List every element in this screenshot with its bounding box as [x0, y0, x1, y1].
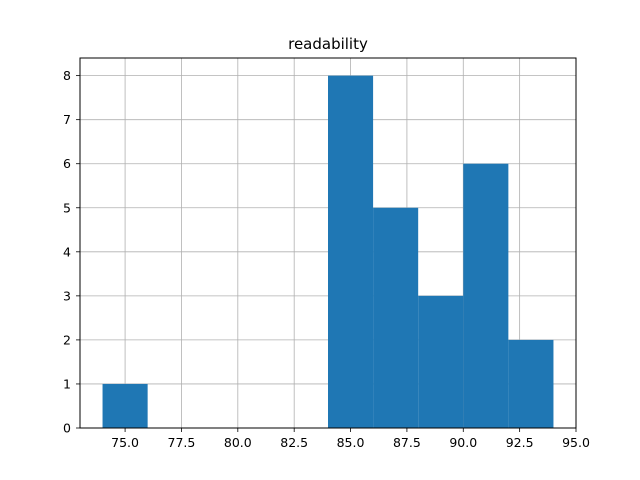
- x-tick-label: 85.0: [337, 435, 365, 450]
- x-tick-label: 77.5: [168, 435, 196, 450]
- x-axis: 75.0 77.5 80.0 82.5 85.0 87.5 90.0 92.5 95.0: [111, 428, 590, 450]
- y-tick-label: 2: [63, 332, 71, 347]
- x-tick-label: 87.5: [393, 435, 421, 450]
- bars: [102, 75, 554, 428]
- y-tick-label: 7: [63, 112, 71, 127]
- histogram-bar: [328, 75, 374, 428]
- histogram-bar: [463, 163, 509, 428]
- x-tick-label: 75.0: [111, 435, 139, 450]
- y-tick-label: 1: [63, 376, 71, 391]
- chart-title: readability: [288, 35, 368, 53]
- x-tick-label: 92.5: [506, 435, 534, 450]
- y-tick-label: 5: [63, 200, 71, 215]
- x-tick-label: 95.0: [562, 435, 590, 450]
- y-tick-label: 4: [63, 244, 71, 259]
- histogram-bar: [102, 383, 148, 428]
- x-tick-label: 82.5: [280, 435, 308, 450]
- y-axis: 0 1 2 3 4 5 6 7 8: [63, 68, 80, 436]
- y-tick-label: 8: [63, 68, 71, 83]
- histogram-bar: [373, 207, 419, 428]
- histogram-bar: [508, 339, 554, 428]
- histogram-bar: [418, 295, 464, 428]
- y-tick-label: 3: [63, 288, 71, 303]
- x-tick-label: 80.0: [224, 435, 252, 450]
- y-tick-label: 0: [63, 421, 71, 436]
- y-tick-label: 6: [63, 156, 71, 171]
- x-tick-label: 90.0: [449, 435, 477, 450]
- plot-frame: [79, 57, 577, 429]
